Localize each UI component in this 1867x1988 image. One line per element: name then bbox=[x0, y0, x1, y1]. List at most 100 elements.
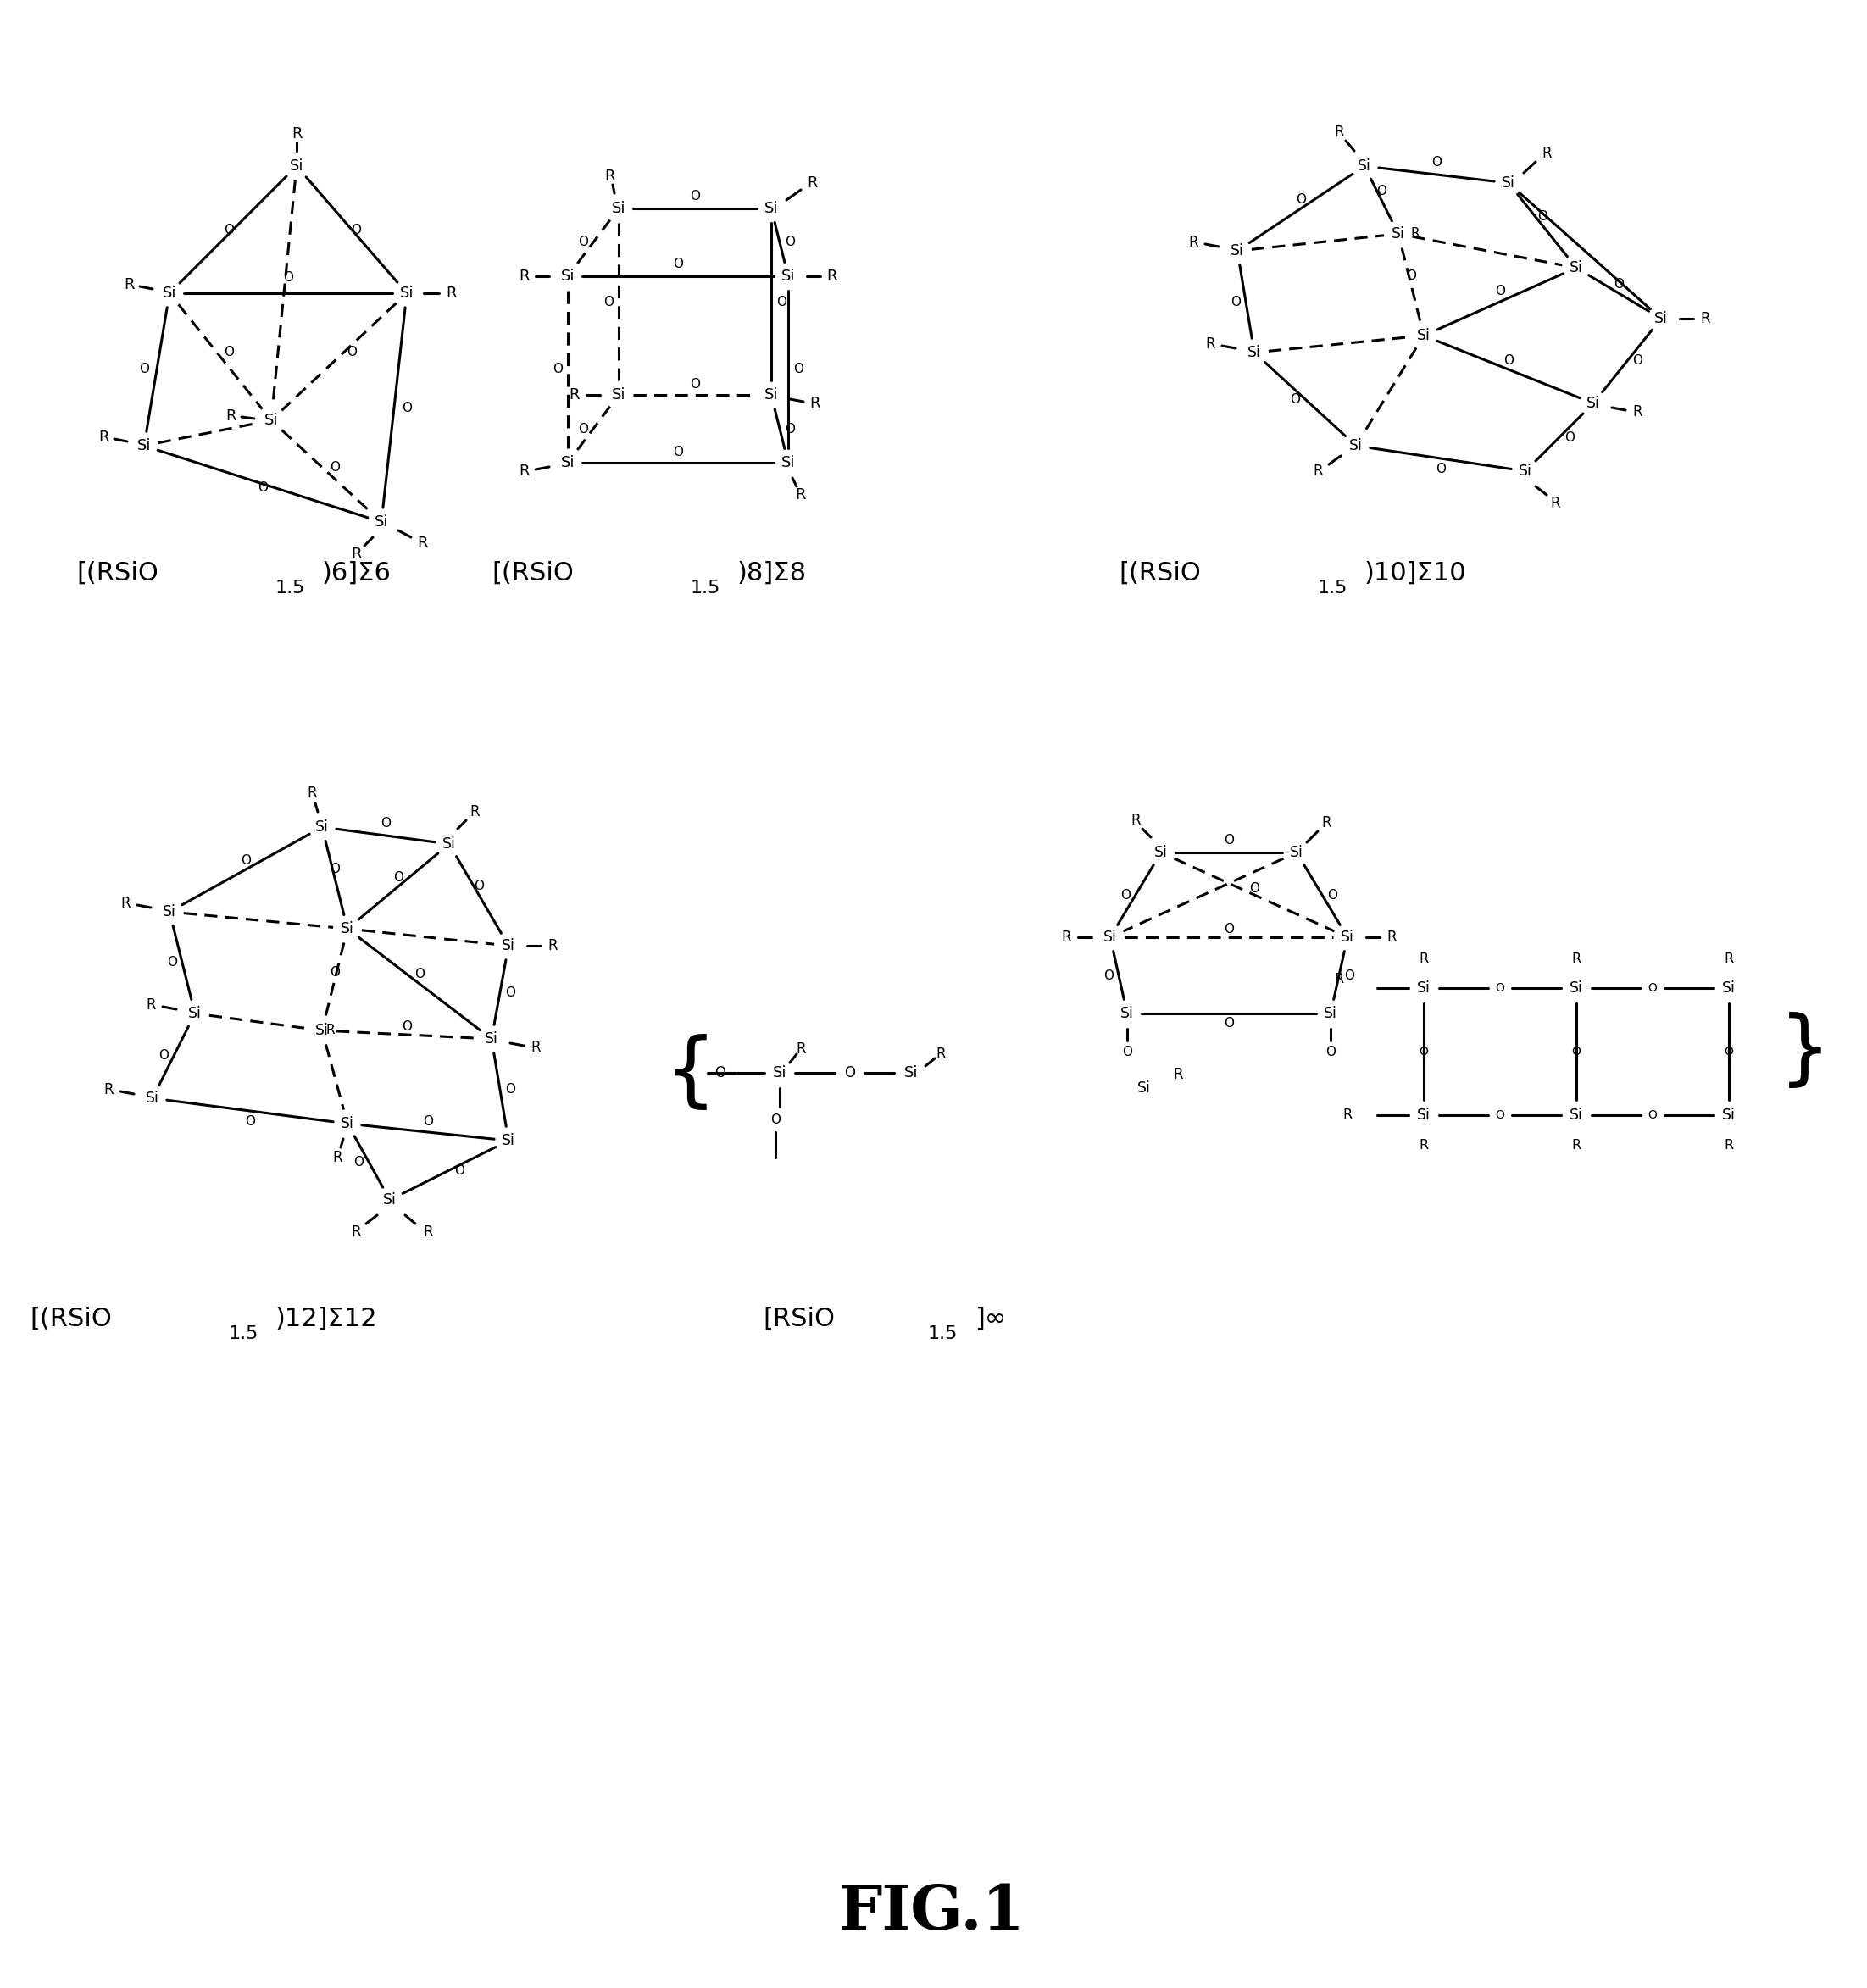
Text: O: O bbox=[138, 364, 149, 376]
Text: O: O bbox=[1565, 431, 1574, 443]
Text: Si: Si bbox=[400, 286, 414, 300]
Text: O: O bbox=[1103, 968, 1113, 982]
Text: R: R bbox=[1419, 1139, 1428, 1151]
Text: O: O bbox=[1495, 982, 1505, 994]
Text: Si: Si bbox=[442, 837, 456, 851]
Text: Si: Si bbox=[1654, 310, 1667, 326]
Text: O: O bbox=[1296, 193, 1307, 207]
Text: }: } bbox=[1779, 1012, 1832, 1091]
Text: R: R bbox=[1335, 125, 1344, 139]
Text: R: R bbox=[795, 1042, 807, 1058]
Text: FIG.1: FIG.1 bbox=[838, 1883, 1025, 1942]
Text: [(RSiO: [(RSiO bbox=[1118, 561, 1200, 584]
Text: Si: Si bbox=[1391, 227, 1406, 241]
Text: R: R bbox=[547, 938, 558, 954]
Text: O: O bbox=[394, 871, 403, 885]
Text: O: O bbox=[1344, 968, 1354, 982]
Text: R: R bbox=[1131, 813, 1141, 827]
Text: O: O bbox=[159, 1050, 168, 1062]
Text: O: O bbox=[672, 258, 683, 270]
Text: O: O bbox=[689, 191, 700, 203]
Text: R: R bbox=[1723, 952, 1734, 964]
Text: O: O bbox=[1436, 463, 1445, 475]
Text: R: R bbox=[795, 487, 807, 503]
Text: O: O bbox=[844, 1066, 855, 1079]
Text: Si: Si bbox=[1570, 260, 1583, 276]
Text: O: O bbox=[1120, 889, 1131, 901]
Text: )8]Σ8: )8]Σ8 bbox=[737, 561, 807, 584]
Text: R: R bbox=[1342, 1109, 1352, 1121]
Text: )10]Σ10: )10]Σ10 bbox=[1365, 561, 1467, 584]
Text: Si: Si bbox=[316, 1022, 329, 1038]
Text: 1.5: 1.5 bbox=[928, 1326, 958, 1342]
Text: O: O bbox=[1495, 284, 1505, 298]
Text: Si: Si bbox=[612, 388, 625, 402]
Text: Si: Si bbox=[289, 159, 304, 173]
Text: Si: Si bbox=[773, 1066, 786, 1079]
Text: R: R bbox=[519, 463, 528, 479]
Text: O: O bbox=[351, 223, 360, 237]
Text: R: R bbox=[1322, 815, 1331, 831]
Text: O: O bbox=[1495, 1109, 1505, 1121]
Text: R: R bbox=[291, 127, 302, 141]
Text: Si: Si bbox=[136, 437, 151, 453]
Text: O: O bbox=[1503, 354, 1514, 368]
Text: R: R bbox=[123, 276, 134, 292]
Text: Si: Si bbox=[502, 1133, 515, 1149]
Text: Si: Si bbox=[342, 920, 355, 936]
Text: O: O bbox=[258, 481, 267, 495]
Text: Si: Si bbox=[1230, 243, 1243, 258]
Text: R: R bbox=[1419, 952, 1428, 964]
Text: O: O bbox=[224, 346, 233, 360]
Text: Si: Si bbox=[1324, 1006, 1337, 1022]
Text: O: O bbox=[689, 378, 700, 392]
Text: O: O bbox=[1223, 922, 1234, 934]
Text: R: R bbox=[1411, 227, 1419, 241]
Text: Si: Si bbox=[560, 455, 575, 471]
Text: Si: Si bbox=[485, 1032, 498, 1046]
Text: R: R bbox=[1060, 930, 1072, 944]
Text: Si: Si bbox=[1501, 175, 1516, 191]
Text: O: O bbox=[777, 296, 786, 308]
Text: Si: Si bbox=[1357, 159, 1370, 173]
Text: O: O bbox=[284, 272, 293, 284]
Text: R: R bbox=[1572, 1139, 1581, 1151]
Text: R: R bbox=[935, 1046, 945, 1062]
Text: Si: Si bbox=[560, 268, 575, 284]
Text: R: R bbox=[1187, 235, 1199, 250]
Text: R: R bbox=[605, 169, 616, 183]
Text: {: { bbox=[665, 1034, 717, 1111]
Text: R: R bbox=[1701, 310, 1710, 326]
Text: O: O bbox=[241, 855, 250, 867]
Text: Si: Si bbox=[375, 515, 388, 529]
Text: R: R bbox=[121, 897, 131, 911]
Text: Si: Si bbox=[1247, 344, 1260, 360]
Text: Si: Si bbox=[316, 819, 329, 835]
Text: Si: Si bbox=[1417, 980, 1430, 996]
Text: O: O bbox=[1376, 185, 1387, 199]
Text: R: R bbox=[1335, 974, 1344, 986]
Text: O: O bbox=[784, 237, 795, 248]
Text: R: R bbox=[226, 408, 235, 423]
Text: Si: Si bbox=[1587, 396, 1600, 412]
Text: O: O bbox=[715, 1066, 726, 1079]
Text: O: O bbox=[454, 1163, 465, 1177]
Text: Si: Si bbox=[1518, 463, 1533, 479]
Text: O: O bbox=[1432, 157, 1441, 169]
Text: Si: Si bbox=[1137, 1079, 1150, 1095]
Text: [(RSiO: [(RSiO bbox=[491, 561, 573, 584]
Text: Si: Si bbox=[162, 286, 177, 300]
Text: O: O bbox=[353, 1155, 364, 1169]
Text: R: R bbox=[351, 547, 360, 563]
Text: O: O bbox=[1122, 1046, 1131, 1058]
Text: 1.5: 1.5 bbox=[230, 1326, 260, 1342]
Text: R: R bbox=[470, 805, 480, 819]
Text: O: O bbox=[1649, 1109, 1658, 1121]
Text: Si: Si bbox=[764, 388, 779, 402]
Text: Si: Si bbox=[1417, 1107, 1430, 1123]
Text: O: O bbox=[1537, 211, 1548, 223]
Text: R: R bbox=[424, 1225, 433, 1241]
Text: Si: Si bbox=[612, 201, 625, 217]
Text: Si: Si bbox=[1721, 1107, 1736, 1123]
Text: Si: Si bbox=[1154, 845, 1167, 861]
